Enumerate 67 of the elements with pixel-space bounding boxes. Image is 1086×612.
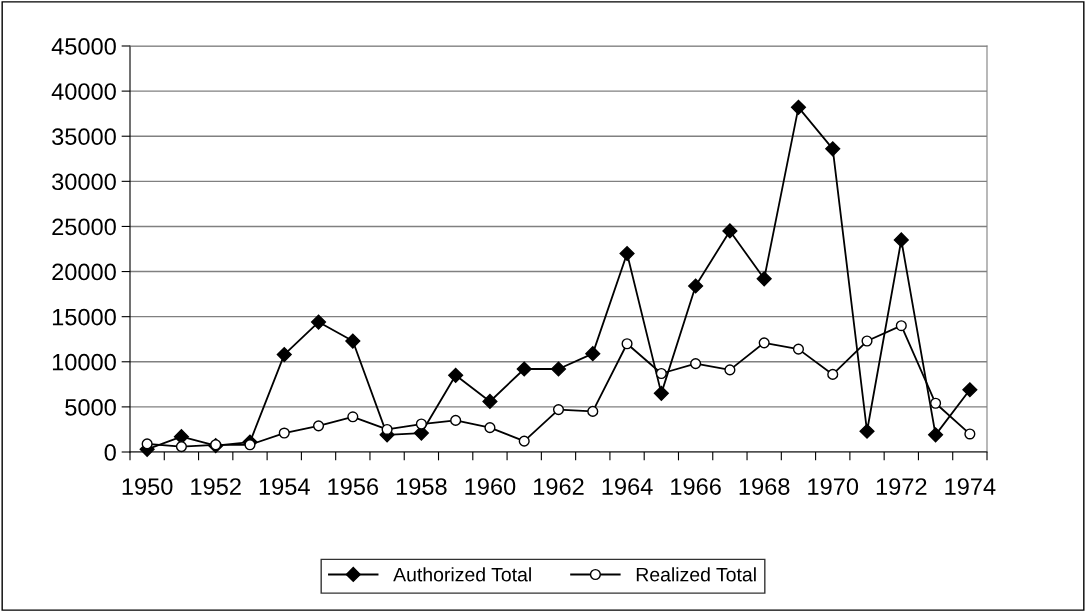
x-tick-label: 1966 [671, 478, 721, 495]
legend-label: Authorized Total [393, 567, 531, 582]
x-tick-label: 1968 [739, 478, 790, 495]
point [310, 314, 327, 330]
point [448, 367, 464, 383]
legend-label: Realized Total [636, 567, 756, 582]
y-tick-label: 15000 [52, 308, 116, 326]
point [790, 99, 807, 115]
point [347, 411, 359, 423]
point [484, 422, 496, 434]
y-tick-label: 10000 [52, 353, 116, 371]
point [825, 141, 841, 157]
y-tick-label: 25000 [52, 218, 116, 236]
y-tick-label: 20000 [52, 263, 116, 281]
point [516, 361, 532, 377]
x-tick-label: 1964 [602, 478, 653, 495]
point [175, 441, 187, 453]
point [690, 358, 702, 370]
y-tick-label: 5000 [65, 398, 116, 416]
point [688, 278, 704, 294]
x-tick-label: 1974 [945, 478, 996, 495]
y-tick-label: 30000 [52, 173, 116, 191]
x-tick-label: 1952 [191, 478, 241, 495]
point [482, 393, 498, 410]
y-tick-label: 45000 [51, 38, 116, 55]
x-tick-label: 1970 [808, 478, 859, 495]
y-tick-label: 40000 [51, 83, 116, 100]
point [653, 385, 669, 401]
point [827, 368, 839, 380]
point [587, 405, 599, 417]
y-tick-label: 0 [104, 444, 116, 461]
point [722, 223, 738, 239]
point [930, 397, 942, 409]
point [792, 343, 805, 355]
x-tick-label: 1960 [465, 478, 516, 495]
point [585, 346, 601, 362]
point [621, 338, 633, 350]
point [278, 427, 290, 439]
point [859, 423, 875, 439]
point [244, 439, 256, 451]
point [381, 423, 393, 436]
y-tick-label: 35000 [52, 128, 116, 146]
point [312, 420, 325, 432]
point [964, 428, 976, 440]
point [758, 337, 770, 349]
x-tick-label: 1954 [259, 478, 310, 495]
point [518, 435, 530, 447]
point [724, 364, 736, 376]
point [893, 232, 909, 248]
x-tick-label: 1950 [122, 478, 173, 495]
point [345, 333, 361, 349]
point [276, 346, 292, 363]
x-tick-label: 1962 [534, 478, 584, 495]
x-tick-label: 1958 [396, 478, 447, 495]
point [655, 367, 667, 380]
point [552, 404, 565, 416]
x-tick-label: 1956 [328, 478, 379, 495]
point [928, 427, 944, 443]
point [619, 245, 635, 262]
point [756, 271, 772, 287]
point [962, 382, 978, 398]
point [550, 361, 567, 377]
point [895, 320, 907, 332]
point [861, 335, 873, 347]
point [450, 414, 462, 426]
point [415, 418, 427, 430]
x-tick-label: 1972 [876, 478, 927, 495]
